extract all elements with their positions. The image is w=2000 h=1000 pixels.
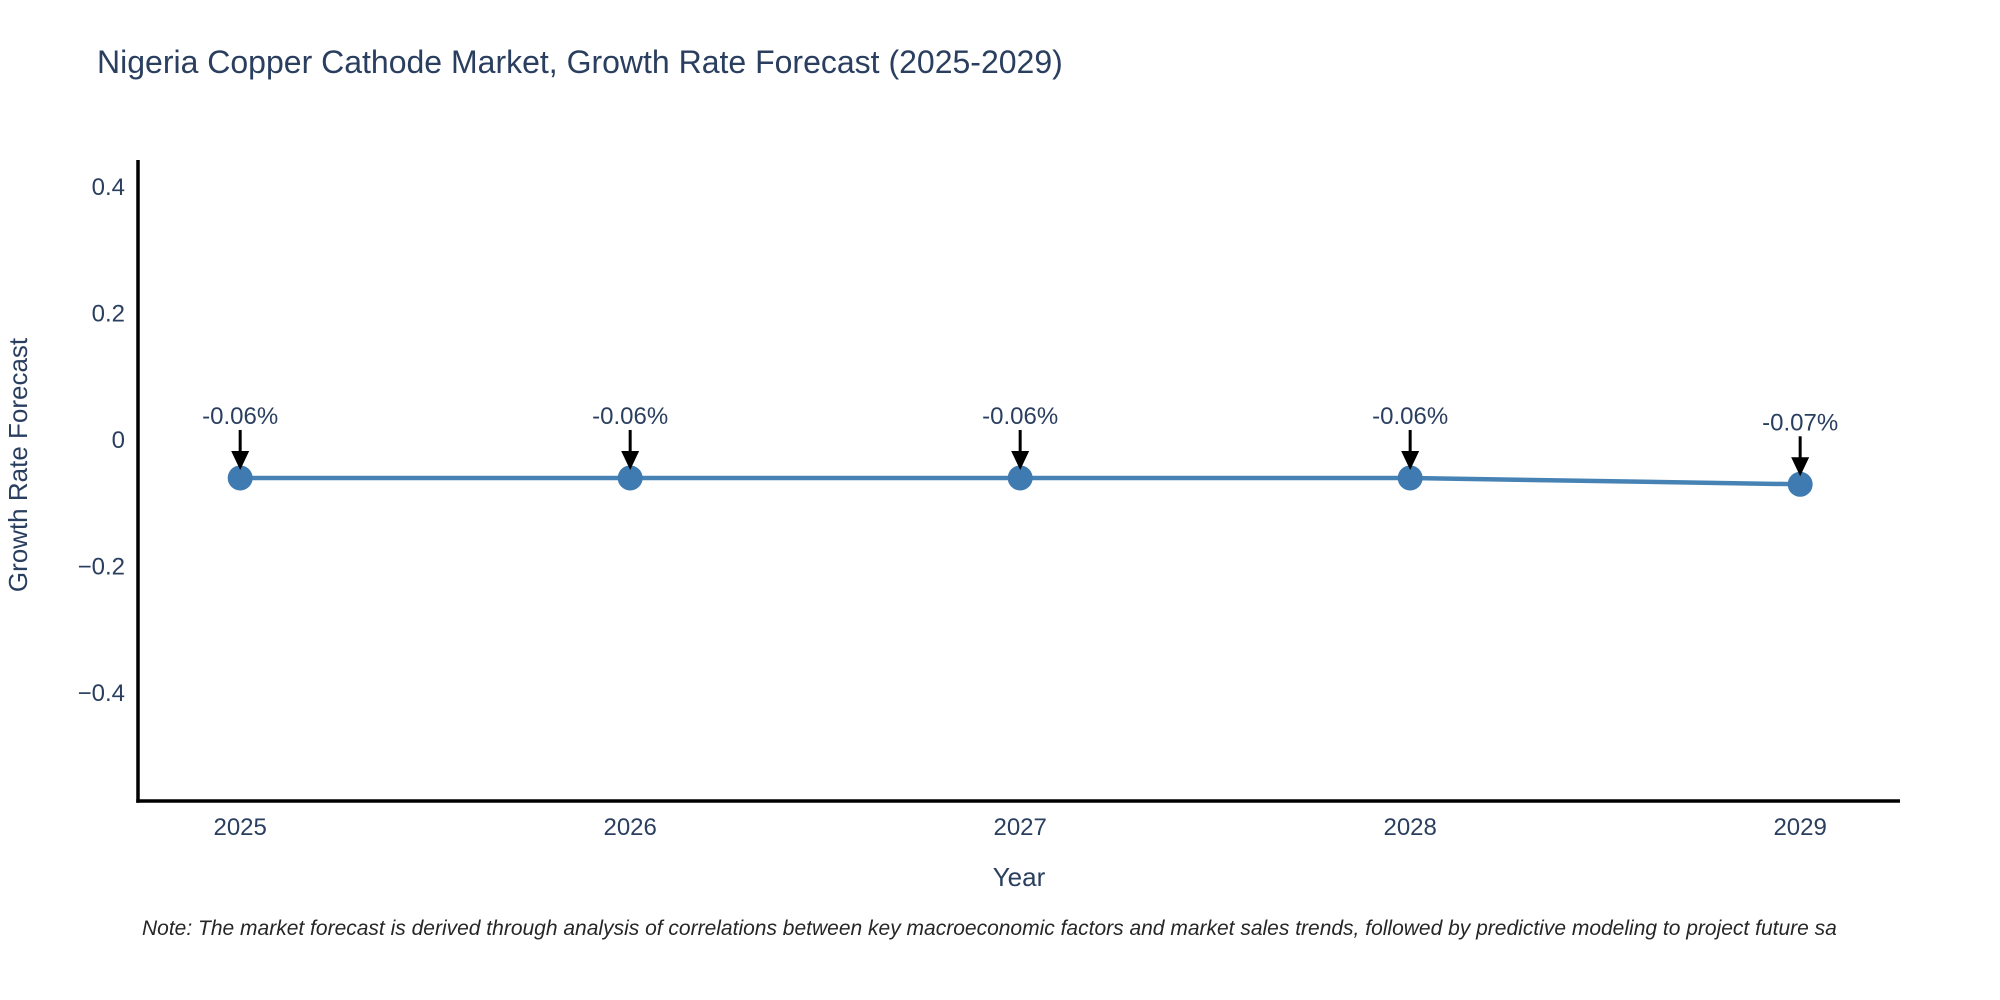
annotation-label: -0.06% [592,403,668,430]
y-tick-labels-group: 0.4 0.2 0 −0.2 −0.4 [78,174,125,707]
x-tick-labels-group: 2025 2026 2027 2028 2029 [213,814,1826,841]
data-point-marker [1787,471,1813,497]
annotations-group: -0.06% -0.06% -0.06% -0.06% -0.07% [202,403,1838,477]
x-axis-title: Year [993,862,1046,892]
annotation-arrowhead-icon [231,450,250,470]
x-tick-label: 2029 [1773,814,1826,841]
series-group [227,465,1813,497]
x-tick-label: 2026 [603,814,656,841]
y-tick-label: 0.2 [92,301,125,328]
y-tick-label: 0 [112,427,125,454]
annotation-label: -0.06% [982,403,1058,430]
y-tick-label: −0.2 [78,553,125,580]
data-point-marker [617,465,643,491]
y-tick-label: 0.4 [92,174,125,201]
chart-title: Nigeria Copper Cathode Market, Growth Ra… [97,44,1063,80]
data-point-marker [1007,465,1033,491]
x-tick-label: 2027 [993,814,1046,841]
annotation-arrowhead-icon [1791,457,1810,477]
annotation-label: -0.06% [202,403,278,430]
y-tick-label: −0.4 [78,680,125,707]
y-axis-title: Growth Rate Forecast [3,337,33,592]
x-tick-label: 2028 [1383,814,1436,841]
axes-group [136,160,1900,803]
annotation-label: -0.07% [1762,409,1838,436]
annotation-arrowhead-icon [621,450,640,470]
x-tick-label: 2025 [213,814,266,841]
data-point-marker [227,465,253,491]
annotation-arrowhead-icon [1011,450,1030,470]
chart-note: Note: The market forecast is derived thr… [142,917,1837,940]
annotation-arrowhead-icon [1401,450,1420,470]
data-point-marker [1397,465,1423,491]
annotation-label: -0.06% [1372,403,1448,430]
